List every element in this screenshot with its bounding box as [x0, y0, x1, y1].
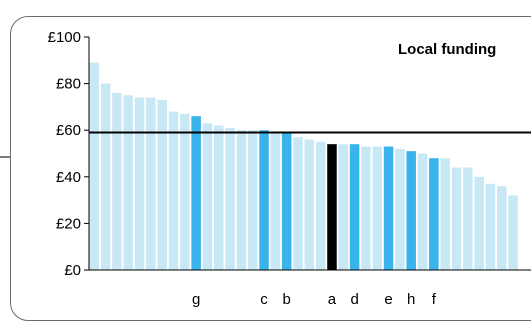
- category-label-b: b: [283, 291, 291, 308]
- category-label-f: f: [432, 291, 437, 308]
- chart-title: Local funding: [398, 41, 496, 58]
- bar: [157, 99, 167, 270]
- category-label-h: h: [407, 291, 415, 308]
- bar: [463, 167, 473, 270]
- bar: [225, 127, 235, 271]
- bar: [202, 123, 213, 271]
- bar-e: [383, 146, 394, 270]
- bar: [89, 62, 99, 270]
- bar-d: [349, 144, 360, 270]
- y-tick-label: £100: [48, 29, 81, 46]
- y-tick-label: £60: [56, 122, 81, 139]
- bar: [236, 130, 247, 270]
- bar: [372, 146, 382, 270]
- bar: [315, 141, 326, 270]
- bar: [146, 97, 156, 270]
- bar: [338, 144, 349, 270]
- category-label-d: d: [350, 291, 358, 308]
- bar-c: [259, 130, 269, 270]
- bar: [440, 158, 450, 270]
- category-label-c: c: [260, 291, 268, 308]
- y-tick-label: £0: [64, 262, 81, 279]
- y-tick-label: £40: [56, 169, 81, 186]
- category-label-a: a: [328, 291, 337, 308]
- category-label-e: e: [384, 291, 392, 308]
- bar-a: [327, 144, 337, 270]
- bar: [180, 113, 190, 270]
- bars-layer: [89, 62, 518, 271]
- bar: [112, 92, 122, 270]
- bar: [134, 97, 145, 270]
- bar: [247, 130, 258, 270]
- bar: [497, 186, 507, 270]
- bar: [100, 83, 111, 270]
- bar: [293, 137, 303, 270]
- bar: [214, 125, 224, 270]
- bar-b: [281, 132, 292, 270]
- category-label-g: g: [192, 291, 200, 308]
- bar: [304, 139, 315, 270]
- bar: [485, 183, 496, 270]
- bar: [270, 132, 281, 270]
- bar: [123, 95, 133, 270]
- frame-side-tab: [0, 156, 11, 158]
- axis-layer: [88, 37, 531, 271]
- bar: [451, 167, 462, 270]
- bar-f: [429, 158, 439, 270]
- bar: [168, 111, 179, 270]
- y-tick-label: £80: [56, 76, 81, 93]
- bar: [474, 176, 484, 270]
- bar: [417, 153, 428, 270]
- bar: [508, 195, 518, 270]
- bar: [395, 148, 405, 270]
- bar-g: [191, 116, 201, 270]
- y-ticks: £0 £20 £40 £60 £80 £100: [48, 29, 89, 279]
- bar: [361, 146, 371, 270]
- y-tick-label: £20: [56, 215, 81, 232]
- bar-h: [406, 151, 416, 270]
